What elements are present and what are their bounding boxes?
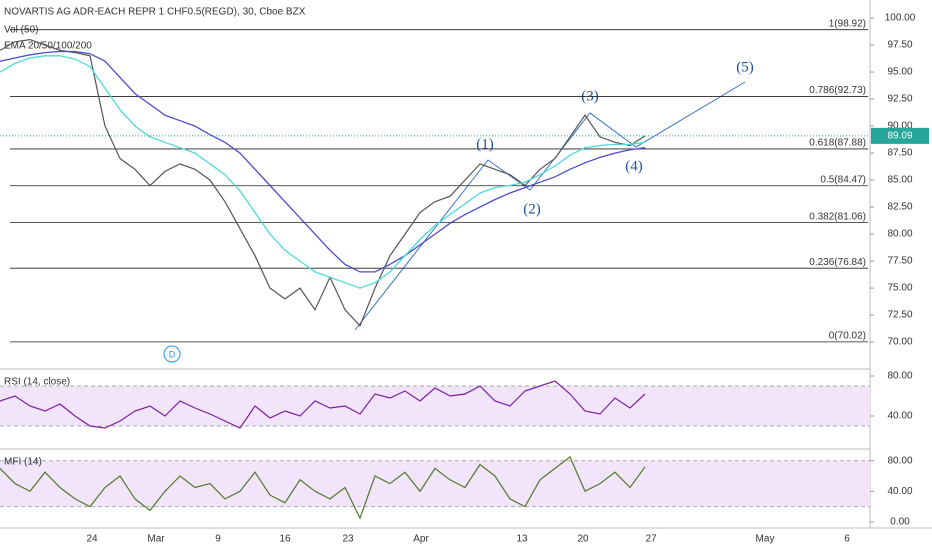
- y-tick-label: 80.00: [887, 455, 912, 466]
- y-tick-label: 82.50: [887, 202, 912, 213]
- series-line: [0, 455, 646, 520]
- x-tick-label: Apr: [413, 534, 429, 545]
- fib-label: 0(70.02): [829, 331, 866, 342]
- series-line: [0, 380, 646, 429]
- band-fill: [0, 460, 870, 507]
- fib-label: 0.618(87.88): [809, 138, 866, 149]
- y-tick-label: 95.00: [887, 67, 912, 78]
- y-tick-label: 97.50: [887, 40, 912, 51]
- pane-title: RSI (14, close): [4, 377, 70, 388]
- wave-label: (1): [476, 136, 494, 152]
- y-tick-label: 70.00: [887, 337, 912, 348]
- y-tick-label: 0.00: [890, 517, 910, 528]
- x-tick-label: 20: [577, 534, 589, 545]
- indicator-label: Vol (50): [4, 25, 38, 36]
- y-tick-label: 92.50: [887, 94, 912, 105]
- fib-label: 0.5(84.47): [820, 174, 866, 185]
- pane-title: MFI (14): [4, 457, 42, 468]
- series-line: [0, 50, 646, 273]
- wave-label: (2): [523, 201, 541, 217]
- fib-label: 0.236(76.84): [809, 257, 866, 268]
- y-tick-label: 90.00: [887, 121, 912, 132]
- series-line: [0, 38, 646, 328]
- event-marker-label[interactable]: D: [169, 349, 176, 359]
- event-marker[interactable]: [163, 345, 181, 363]
- fib-label: 0.786(92.73): [809, 85, 866, 96]
- y-tick-label: 77.50: [887, 256, 912, 267]
- series-line: [0, 55, 646, 289]
- x-tick-label: 9: [215, 534, 221, 545]
- x-tick-label: 16: [279, 534, 291, 545]
- wave-label: (5): [736, 59, 754, 75]
- x-tick-label: Mar: [147, 534, 165, 545]
- band-fill: [0, 386, 870, 426]
- y-tick-label: 72.50: [887, 310, 912, 321]
- fib-label: 1(98.92): [829, 18, 866, 29]
- y-tick-label: 80.00: [887, 371, 912, 382]
- last-price-badge: [871, 127, 929, 144]
- y-tick-label: 40.00: [887, 486, 912, 497]
- x-tick-label: 13: [516, 534, 528, 545]
- y-tick-label: 85.00: [887, 175, 912, 186]
- x-tick-label: 6: [844, 534, 850, 545]
- y-tick-label: 100.00: [885, 13, 916, 24]
- y-tick-label: 75.00: [887, 283, 912, 294]
- x-tick-label: 23: [342, 534, 354, 545]
- last-price-label: 89.09: [887, 131, 912, 142]
- fib-label: 0.382(81.06): [809, 211, 866, 222]
- x-tick-label: May: [756, 534, 775, 545]
- y-tick-label: 40.00: [887, 411, 912, 422]
- wave-label: (4): [625, 158, 643, 174]
- x-tick-label: 27: [645, 534, 657, 545]
- y-tick-label: 87.50: [887, 148, 912, 159]
- chart-title: NOVARTIS AG ADR-EACH REPR 1 CHF0.5(REGD)…: [4, 7, 306, 18]
- y-tick-label: 80.00: [887, 229, 912, 240]
- x-tick-label: 24: [86, 534, 98, 545]
